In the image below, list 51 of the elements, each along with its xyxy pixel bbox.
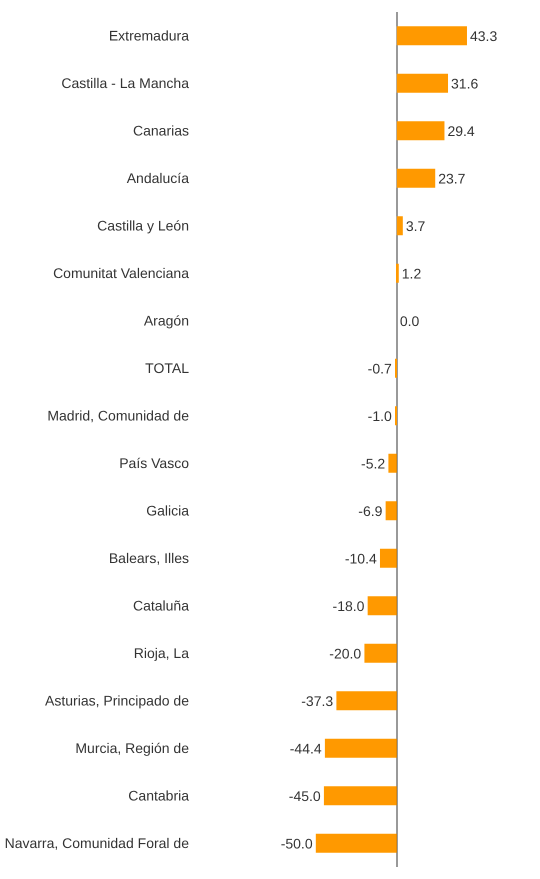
y-tick-label: Cataluña: [132, 598, 190, 614]
bar: [368, 596, 397, 616]
bar: [396, 168, 436, 188]
data-label: 43.3: [470, 28, 498, 44]
bar: [396, 26, 467, 46]
y-tick-label: Castilla - La Mancha: [61, 75, 190, 92]
data-label: 29.4: [447, 122, 475, 139]
y-tick-label: Aragón: [144, 312, 189, 329]
bar: [396, 74, 448, 93]
y-tick-label: TOTAL: [145, 360, 190, 376]
data-label: -20.0: [329, 645, 362, 662]
data-label: -5.2: [361, 455, 386, 472]
y-tick-label: País Vasco: [119, 455, 190, 472]
y-tick-label: Asturias, Principado de: [45, 692, 190, 709]
y-tick-label: Cantabria: [128, 788, 190, 804]
y-tick-label: Andalucía: [126, 170, 190, 186]
y-tick-label: Navarra, Comunidad Foral de: [4, 835, 190, 852]
data-label: 31.6: [451, 75, 478, 92]
data-label: -45.0: [288, 788, 321, 804]
data-label: -18.0: [332, 598, 365, 614]
bar: [316, 834, 397, 853]
y-tick-label: Balears, Illes: [108, 550, 189, 566]
bar: [336, 691, 397, 710]
bar: [324, 738, 397, 758]
y-tick-label: Canarias: [132, 122, 189, 139]
y-tick-label: Murcia, Región de: [75, 740, 190, 756]
data-label: -0.7: [368, 360, 392, 376]
data-label: 3.7: [406, 218, 426, 234]
data-label: -1.0: [368, 408, 392, 424]
data-label: -10.4: [344, 550, 377, 566]
bar: [396, 216, 403, 236]
bar: [396, 264, 399, 283]
data-label: 23.7: [438, 170, 466, 186]
data-label: -50.0: [280, 835, 313, 852]
bar: [324, 786, 397, 806]
y-tick-label: Comunitat Valenciana: [53, 265, 190, 282]
bar: [396, 121, 444, 140]
bar: [364, 644, 397, 663]
y-tick-label: Rioja, La: [134, 645, 190, 662]
data-label: -37.3: [301, 692, 334, 709]
y-tick-label: Castilla y León: [97, 218, 189, 234]
y-tick-label: Galicia: [146, 502, 190, 519]
data-label: -6.9: [358, 502, 383, 519]
data-label: -44.4: [290, 740, 322, 756]
bar: [386, 501, 397, 520]
data-label: 0.0: [400, 312, 420, 329]
data-label: 1.2: [402, 265, 422, 282]
y-tick-label: Madrid, Comunidad de: [47, 408, 190, 424]
bar: [380, 548, 397, 568]
y-tick-label: Extremadura: [108, 28, 190, 44]
bar: [388, 454, 397, 473]
